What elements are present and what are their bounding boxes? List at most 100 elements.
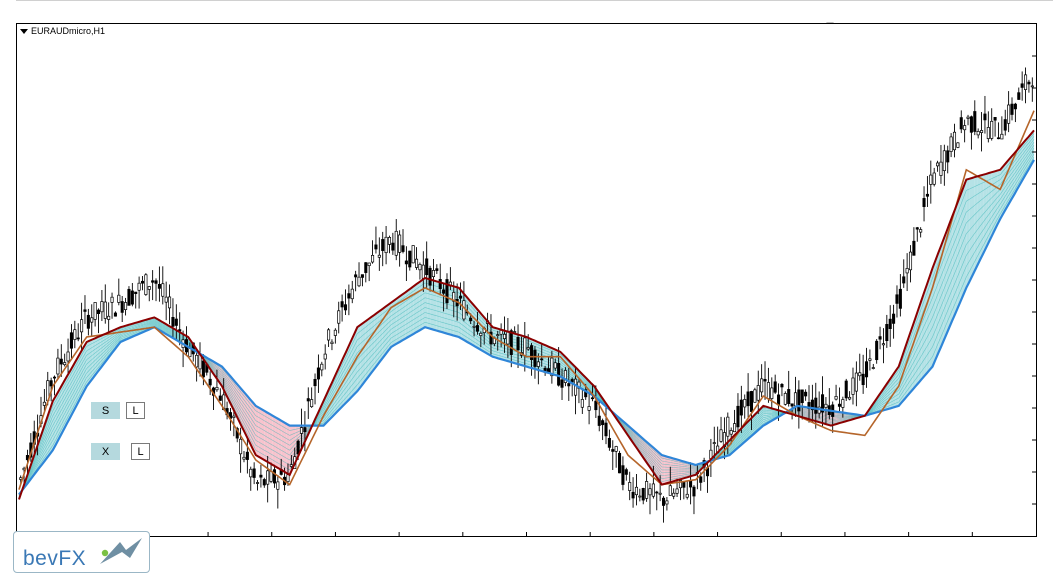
- candle-body: [871, 367, 875, 369]
- candle-body: [821, 394, 825, 413]
- candle-body: [834, 396, 838, 400]
- candle-body: [929, 174, 933, 185]
- candle-body: [645, 481, 649, 499]
- candle-body: [377, 254, 381, 258]
- candle-body: [357, 276, 361, 287]
- band-segment: [907, 333, 910, 397]
- envelope-line: [18, 142, 1035, 498]
- candle-body: [675, 488, 679, 494]
- candle-body: [685, 493, 689, 498]
- candle-body: [354, 274, 358, 278]
- candle-body: [513, 331, 517, 333]
- candle-body: [956, 142, 960, 148]
- candle-body: [804, 391, 808, 397]
- panel-l-button-2[interactable]: L: [131, 443, 150, 460]
- candle-body: [52, 376, 57, 379]
- candle-body: [563, 370, 567, 383]
- candle-body: [746, 391, 750, 407]
- candle-body: [736, 405, 740, 428]
- triangle-down-icon[interactable]: [20, 28, 28, 34]
- candle-body: [824, 403, 828, 408]
- candle-body: [783, 393, 787, 405]
- candle-body: [814, 397, 818, 414]
- fast-moving-average-line: [18, 129, 1035, 500]
- candle-body: [587, 406, 591, 411]
- candle-body: [445, 279, 449, 304]
- candle-body: [1013, 103, 1017, 110]
- candle-body: [208, 378, 212, 386]
- candle-body: [438, 279, 442, 290]
- candle-body: [418, 264, 422, 271]
- candle-body: [895, 294, 899, 304]
- candle-body: [144, 274, 148, 295]
- band-segment: [980, 174, 984, 260]
- candle-body: [854, 372, 858, 392]
- candle-body: [425, 258, 429, 276]
- candle-body: [868, 358, 872, 361]
- envelope-line: [18, 150, 1035, 497]
- candle-body: [296, 440, 300, 455]
- candle-body: [1017, 92, 1021, 100]
- candle-body: [134, 291, 138, 294]
- candle-body: [638, 495, 642, 498]
- band-segment: [977, 175, 981, 265]
- band-segment: [921, 292, 925, 380]
- candle-body: [316, 367, 320, 380]
- candle-body: [107, 315, 111, 320]
- candle-body: [628, 482, 632, 491]
- envelope-line: [18, 145, 1035, 498]
- candle-body: [381, 239, 385, 251]
- candle-body: [333, 329, 337, 336]
- band-segment: [983, 173, 987, 254]
- candle-body: [973, 111, 977, 132]
- window-top-border: [16, 0, 1053, 1]
- candle-body: [1000, 133, 1004, 140]
- candle-body: [905, 268, 909, 274]
- candle-body: [634, 486, 638, 496]
- candle-body: [878, 336, 882, 340]
- panel-s-button[interactable]: S: [91, 402, 120, 419]
- panel-x-button[interactable]: X: [91, 443, 120, 460]
- candle-body: [618, 452, 622, 474]
- candle-body: [327, 329, 331, 341]
- price-chart[interactable]: [16, 23, 1037, 537]
- candle-body: [773, 381, 777, 393]
- candle-body: [837, 403, 841, 407]
- candle-body: [553, 362, 557, 369]
- candle-body: [59, 358, 63, 365]
- band-segment: [250, 399, 254, 450]
- candle-body: [90, 317, 94, 323]
- candle-body: [760, 378, 764, 393]
- candle-body: [56, 357, 60, 375]
- candle-body: [103, 301, 107, 319]
- candle-body: [435, 268, 439, 271]
- candle-body: [371, 254, 375, 263]
- chart-plot: [18, 55, 1036, 536]
- envelope-line: [18, 133, 1035, 500]
- band-segment: [909, 325, 913, 393]
- candle-body: [648, 488, 652, 496]
- candle-body: [96, 309, 101, 314]
- candle-body: [651, 483, 655, 497]
- candle-body: [881, 343, 885, 346]
- candle-body: [401, 245, 405, 252]
- panel-l-button-1[interactable]: L: [126, 402, 145, 419]
- band-segment: [103, 333, 107, 365]
- candle-body: [66, 351, 70, 362]
- candle-body: [1007, 104, 1011, 124]
- candle-body: [888, 318, 892, 329]
- candle-body: [49, 380, 53, 387]
- candle-body: [584, 389, 588, 398]
- candle-body: [306, 398, 310, 402]
- candle-body: [76, 337, 80, 340]
- candle-body: [516, 337, 520, 351]
- candle-body: [712, 442, 716, 444]
- candle-body: [171, 317, 175, 327]
- candle-body: [976, 131, 980, 136]
- band-segment: [368, 316, 372, 377]
- candle-body: [739, 399, 743, 416]
- candle-body: [983, 113, 987, 121]
- candle-body: [594, 400, 598, 411]
- candle-body: [733, 423, 737, 433]
- candle-body: [689, 480, 693, 488]
